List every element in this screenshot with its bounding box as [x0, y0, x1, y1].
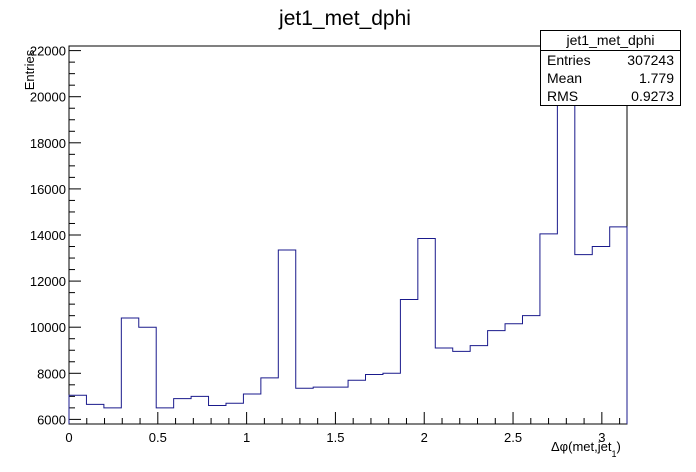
histogram-bin	[313, 387, 330, 424]
histogram-outline	[68, 61, 628, 424]
y-tick-label: 6000	[37, 412, 66, 427]
y-axis-label: Entries	[22, 49, 37, 90]
y-tick-label: 18000	[30, 136, 66, 151]
histogram-bin	[488, 331, 505, 424]
histogram-bin	[139, 327, 156, 424]
stats-row-entries: Entries 307243	[541, 51, 680, 69]
x-tick-label: 1.5	[326, 430, 344, 445]
stats-value: 307243	[627, 52, 674, 68]
histogram-bin	[278, 250, 295, 424]
histogram-bin	[174, 399, 191, 424]
histogram-bin	[121, 318, 138, 424]
x-tick-label: 0.5	[149, 430, 167, 445]
stats-label: RMS	[547, 88, 579, 104]
histogram-bin	[610, 227, 627, 424]
histogram-bin	[505, 324, 522, 424]
y-tick-label: 12000	[30, 274, 66, 289]
stats-title: jet1_met_dphi	[541, 31, 680, 51]
x-tick-label: 2	[421, 430, 428, 445]
stats-value: 0.9273	[631, 88, 674, 104]
stats-label: Entries	[547, 52, 591, 68]
histogram-bin	[592, 247, 609, 424]
stats-label: Mean	[547, 70, 583, 86]
stats-box: jet1_met_dphi Entries 307243 Mean 1.779 …	[540, 30, 681, 106]
x-axis-label: Δφ(met,jet1)	[551, 439, 621, 459]
histogram-bars	[69, 62, 627, 424]
histogram-bin	[156, 408, 173, 424]
stats-row-rms: RMS 0.9273	[541, 87, 680, 105]
x-tick-label: 0	[65, 430, 72, 445]
histogram-bin	[453, 351, 470, 424]
histogram-bin	[575, 255, 592, 424]
histogram-bin	[296, 388, 313, 424]
chart-title: jet1_met_dphi	[278, 7, 411, 30]
y-tick-label: 10000	[30, 320, 66, 335]
histogram-bin	[557, 62, 574, 424]
histogram-bin	[366, 374, 383, 424]
histogram-bin	[243, 394, 260, 424]
x-axis-label-close: )	[616, 439, 620, 454]
histogram-bin	[86, 404, 103, 424]
histogram-bin	[470, 346, 487, 424]
x-tick-label: 3	[598, 430, 605, 445]
stats-row-mean: Mean 1.779	[541, 69, 680, 87]
histogram-bin	[418, 238, 435, 424]
histogram-bin	[435, 348, 452, 424]
y-axis: 6000 8000 10000 12000 14000 16000 18000 20000 22…	[30, 44, 81, 427]
y-tick-label: 20000	[30, 90, 66, 105]
y-tick-label: 22000	[30, 44, 66, 59]
histogram-bin	[383, 373, 400, 424]
histogram-bin	[104, 408, 121, 424]
histogram-bin	[400, 300, 417, 424]
x-axis-label-main: Δφ(met,jet	[551, 439, 612, 454]
histogram-bin	[522, 316, 539, 424]
x-tick-label: 2.5	[504, 430, 522, 445]
y-tick-label: 8000	[37, 366, 66, 381]
y-tick-label: 14000	[30, 228, 66, 243]
x-axis: 0 0.5 1 1.5 2 2.5 3	[65, 412, 621, 445]
histogram-bin	[540, 234, 557, 424]
histogram-bin	[331, 387, 348, 424]
histogram-bin	[261, 378, 278, 424]
histogram-bin	[348, 380, 365, 424]
x-axis-label-subscript: 1	[611, 449, 616, 459]
stats-value: 1.779	[638, 70, 674, 86]
x-tick-label: 1	[243, 430, 250, 445]
y-tick-label: 16000	[30, 182, 66, 197]
